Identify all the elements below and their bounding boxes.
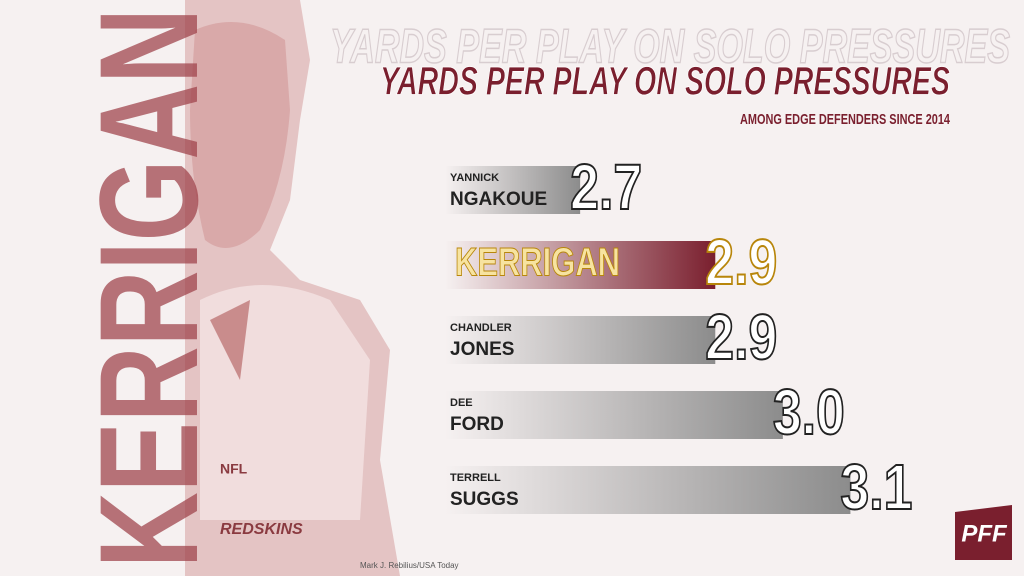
last-name: NGAKOUE [450, 189, 547, 210]
chart-title: YARDS PER PLAY ON SOLO PRESSURES [380, 60, 950, 104]
bar [445, 316, 716, 364]
value-label: 2.7 [570, 151, 642, 223]
bar [445, 391, 783, 439]
bar [445, 241, 716, 289]
last-name: JONES [450, 339, 514, 360]
logo: PFF [955, 505, 1012, 560]
side-label: KERRIGAN [70, 8, 227, 568]
first-name: DEE [450, 397, 473, 409]
value-label: 3.1 [840, 451, 912, 523]
value-label: 3.0 [773, 376, 845, 448]
subtitle: AMONG EDGE DEFENDERS SINCE 2014 [740, 111, 950, 128]
category-label: KERRIGAN [455, 241, 620, 285]
last-name: FORD [450, 414, 504, 435]
last-name: SUGGS [450, 489, 519, 510]
title-ghost: YARDS PER PLAY ON SOLO PRESSURES [330, 21, 1010, 74]
player-photo: NFL REDSKINS [185, 0, 400, 576]
value-label: 2.9 [705, 301, 777, 373]
bars: YANNICK NGAKOUE 2.7 KERRIGAN 2.9 CHANDLER JONE… [445, 150, 913, 524]
first-name: YANNICK [450, 172, 499, 184]
bar [445, 466, 851, 514]
bar [445, 166, 581, 214]
logo-text: PFF [961, 520, 1008, 547]
photo-text: REDSKINS [220, 521, 303, 538]
value-label: 2.9 [705, 226, 777, 298]
first-name: TERRELL [450, 472, 501, 484]
credit: Mark J. Rebilius/USA Today [360, 561, 459, 570]
first-name: CHANDLER [450, 322, 512, 334]
photo-text: NFL [220, 461, 248, 477]
